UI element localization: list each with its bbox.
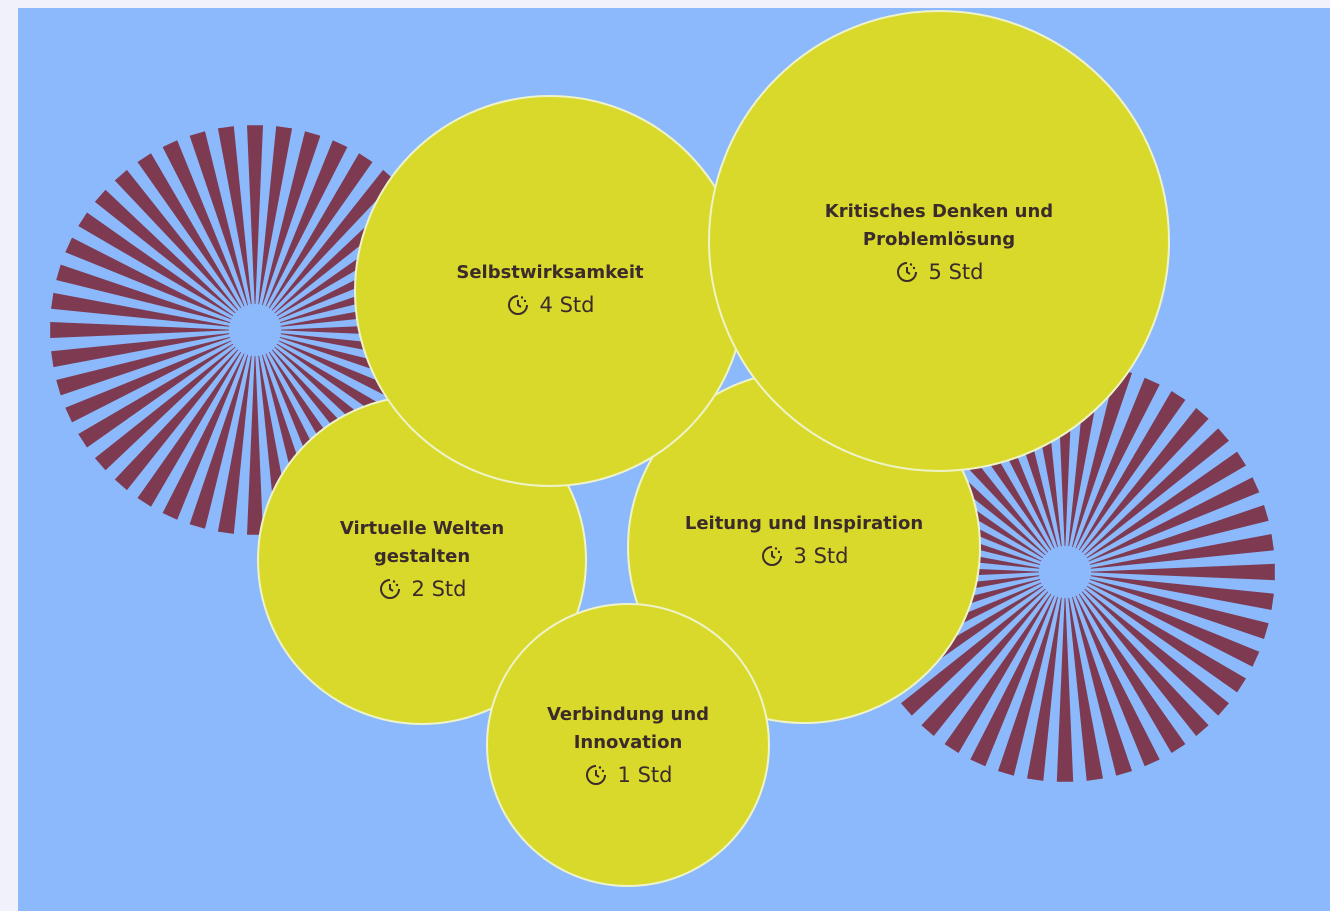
bubble-title: Leitung und Inspiration	[684, 513, 924, 534]
sunburst-ray	[1090, 534, 1274, 569]
duration: 4 Std	[405, 293, 695, 317]
bubble-content: Kritisches Denken und Problemlösung 5 St…	[799, 198, 1079, 284]
sunburst-ray	[56, 264, 231, 323]
sunburst-ray	[114, 169, 239, 311]
duration-text: 4 Std	[539, 293, 595, 317]
clock-icon	[507, 295, 528, 315]
clock-icon	[761, 546, 782, 566]
duration-text: 1 Std	[617, 763, 673, 787]
sunburst-ray	[137, 351, 242, 507]
bubble-content: Verbindung und Innovation 1 Std	[513, 701, 743, 787]
sunburst-ray	[1088, 477, 1260, 562]
sunburst-ray	[114, 349, 239, 491]
bubble-title: Kritisches Denken und Problemlösung	[824, 201, 1054, 250]
sunburst-ray	[1072, 596, 1132, 776]
sunburst-ray	[901, 588, 1046, 716]
bubble-title: Selbstwirksamkeit	[456, 262, 644, 283]
sunburst-ray	[162, 140, 245, 307]
clock-icon	[896, 262, 917, 282]
sunburst-ray	[271, 169, 396, 311]
duration: 1 Std	[513, 763, 743, 787]
sunburst-ray	[1027, 597, 1062, 781]
duration: 5 Std	[799, 260, 1079, 284]
sunburst-ray	[1075, 595, 1160, 767]
bubble-content: Leitung und Inspiration 3 Std	[659, 510, 949, 568]
sunburst-ray	[50, 322, 230, 338]
sunburst-ray	[217, 355, 252, 534]
sunburst-ray	[247, 356, 263, 535]
duration-text: 5 Std	[928, 260, 984, 284]
duration-text: 3 Std	[793, 544, 849, 568]
duration: 3 Std	[659, 544, 949, 568]
bubble-title: Virtuelle Welten gestalten	[339, 518, 505, 567]
sunburst-ray	[944, 593, 1052, 753]
duration: 2 Std	[302, 577, 542, 601]
sunburst-ray	[162, 353, 245, 520]
sunburst-ray	[1078, 593, 1186, 753]
sunburst-ray	[137, 153, 242, 309]
sunburst-ray	[268, 153, 373, 309]
sunburst-ray	[1088, 582, 1260, 667]
sunburst-ray	[65, 237, 232, 320]
sunburst-ray	[217, 126, 252, 305]
duration-text: 2 Std	[411, 577, 467, 601]
bubble[interactable]: Verbindung und Innovation 1 Std	[486, 603, 770, 887]
sunburst-ray	[1078, 391, 1186, 551]
sunburst-ray	[1089, 505, 1269, 565]
sunburst-ray	[1084, 588, 1229, 716]
sunburst-ray	[56, 337, 231, 396]
bubble-title: Verbindung und Innovation	[546, 704, 710, 753]
sunburst-ray	[1081, 591, 1209, 736]
sunburst-ray	[262, 131, 321, 306]
sunburst-ray	[1068, 597, 1103, 781]
sunburst-ray	[189, 354, 248, 529]
bubble[interactable]: Kritisches Denken und Problemlösung 5 St…	[708, 10, 1170, 472]
sunburst-ray	[1089, 579, 1269, 639]
sunburst-ray	[1056, 598, 1074, 782]
sunburst-ray	[189, 131, 248, 306]
bubble[interactable]: Selbstwirksamkeit 4 Std	[354, 95, 746, 487]
sunburst-ray	[970, 595, 1055, 767]
sunburst-ray	[1075, 377, 1160, 549]
sunburst-ray	[1086, 585, 1246, 693]
sunburst-ray	[51, 292, 230, 327]
sunburst-ray	[78, 343, 234, 448]
bubble-content: Selbstwirksamkeit 4 Std	[405, 259, 695, 317]
sunburst-ray	[51, 333, 230, 368]
bubble-content: Virtuelle Welten gestalten 2 Std	[302, 515, 542, 601]
sunburst-ray	[1072, 368, 1132, 548]
sunburst-ray	[94, 346, 236, 471]
sunburst-ray	[78, 212, 234, 317]
sunburst-ray	[65, 340, 232, 423]
sunburst-ray	[921, 591, 1049, 736]
sunburst-ray	[265, 140, 348, 307]
sunburst-ray	[998, 596, 1058, 776]
sunburst-ray	[258, 126, 293, 305]
sunburst-ray	[1091, 563, 1275, 581]
sunburst-ray	[1090, 575, 1274, 610]
sunburst-ray	[1086, 451, 1246, 559]
sunburst-ray	[1081, 408, 1209, 553]
sunburst-ray	[1084, 428, 1229, 556]
clock-icon	[585, 765, 606, 785]
sunburst-ray	[94, 189, 236, 314]
clock-icon	[379, 579, 400, 599]
sunburst-ray	[247, 125, 263, 304]
panel: Virtuelle Welten gestalten 2 Std Leitung…	[18, 8, 1330, 911]
